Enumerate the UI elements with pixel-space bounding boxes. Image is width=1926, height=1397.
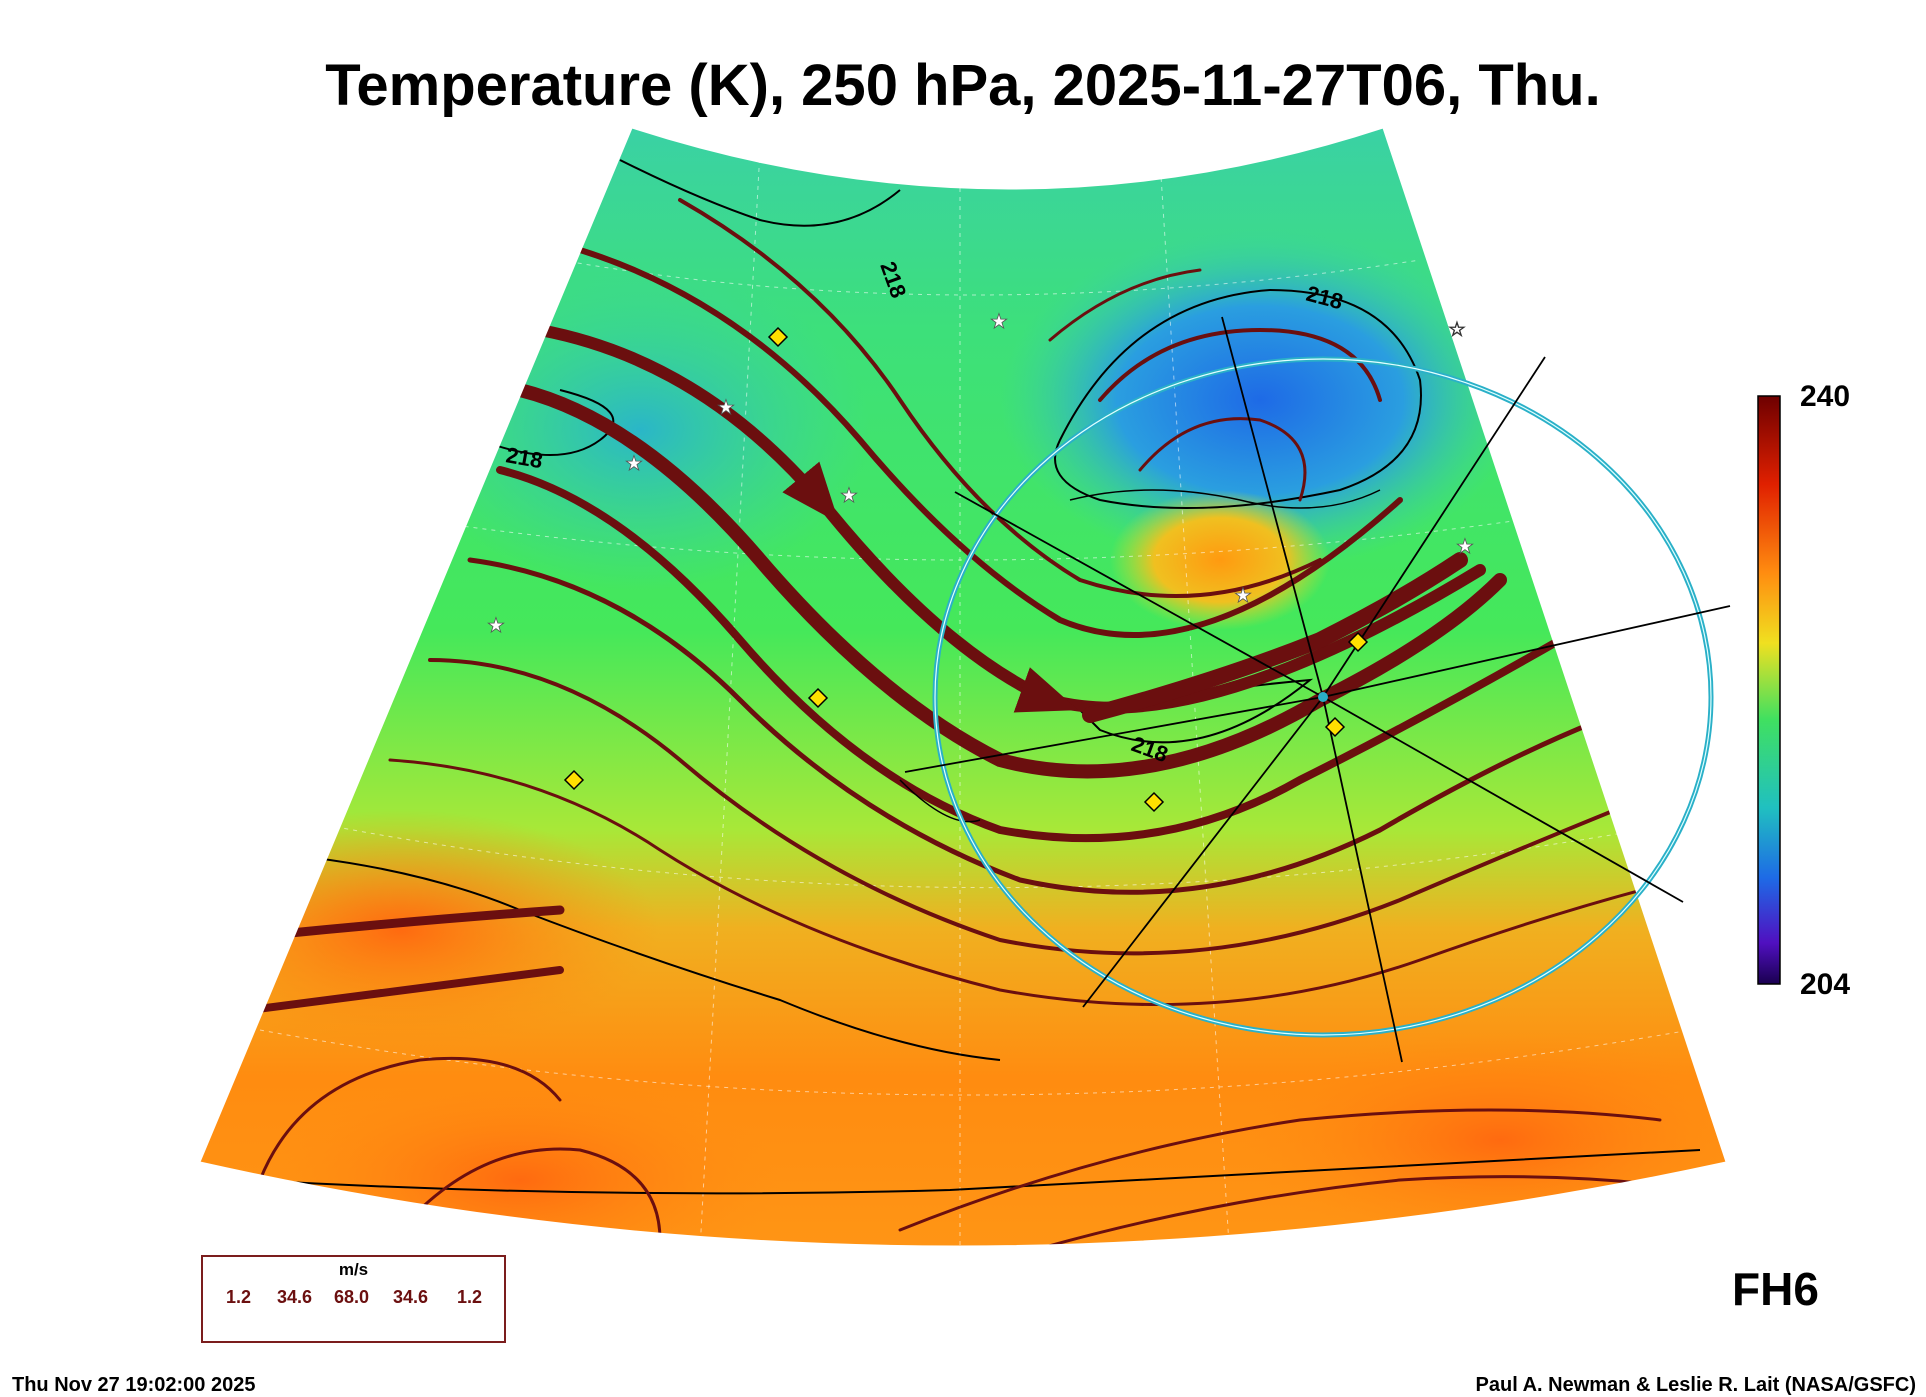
map-title: Temperature (K), 250 hPa, 2025-11-27T06,… [325, 53, 1601, 118]
station-diamond [1347, 631, 1369, 653]
wind-vector-legend: m/s 1.2 34.6 68.0 34.6 1.2 [201, 1255, 506, 1343]
forecast-hour: FH6 [1732, 1263, 1819, 1315]
station-diamond [807, 687, 829, 709]
star-icon: ☆ [1448, 317, 1466, 341]
star-icon: ★ [1234, 583, 1252, 607]
footer-credit: Paul A. Newman & Leslie R. Lait (NASA/GS… [1475, 1374, 1916, 1396]
legend-value: 68.0 [334, 1287, 370, 1307]
star-icon: ★ [717, 395, 735, 419]
station-diamond [563, 769, 585, 791]
colorbar-max-label: 240 [1800, 380, 1851, 413]
star-icon: ★ [990, 309, 1008, 333]
temperature-field [200, 128, 1726, 1246]
star-markers: ★ ★ ★ ★ ★ ★ ★ ☆ [487, 309, 1475, 638]
star-icon: ★ [625, 451, 643, 475]
station-diamond [1324, 716, 1346, 738]
center-marker [1318, 692, 1328, 702]
legend-value: 1.2 [226, 1287, 252, 1307]
star-icon: ★ [1456, 534, 1474, 558]
star-icon: ★ [487, 613, 505, 637]
station-diamond [767, 326, 789, 348]
range-ring [932, 356, 1714, 1038]
station-diamond [1143, 791, 1165, 813]
station-markers [563, 326, 1369, 813]
legend-value: 34.6 [393, 1287, 429, 1307]
footer-timestamp: Thu Nov 27 19:02:00 2025 [12, 1374, 256, 1396]
colorbar-min-label: 204 [1800, 968, 1851, 1001]
legend-value: 34.6 [277, 1287, 313, 1307]
star-icon: ★ [840, 483, 858, 507]
legend-unit: m/s [338, 1260, 369, 1279]
colorbar [1757, 395, 1781, 985]
legend-value: 1.2 [457, 1287, 483, 1307]
